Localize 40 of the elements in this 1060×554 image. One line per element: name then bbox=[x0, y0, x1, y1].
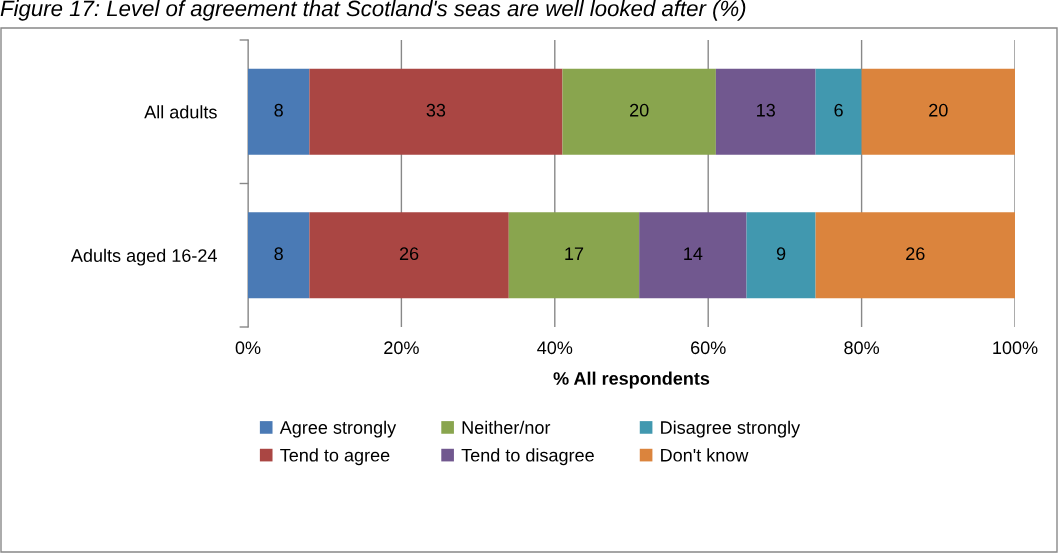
bar bbox=[508, 212, 640, 299]
bar bbox=[248, 68, 310, 155]
data-label: 6 bbox=[834, 103, 843, 117]
bar bbox=[639, 212, 747, 299]
y-tick-label: All adults bbox=[144, 105, 217, 119]
data-label: 9 bbox=[776, 247, 786, 261]
x-tick-label: 20% bbox=[384, 341, 419, 355]
bar bbox=[746, 212, 816, 299]
data-label: 20 bbox=[929, 103, 948, 117]
legend-label: Tend to disagree bbox=[461, 448, 594, 466]
chart-title: Figure 17: Level of agreement that Scotland's seas are well looked after (%) bbox=[0, 0, 746, 21]
x-tick-label: 40% bbox=[537, 341, 573, 355]
bar bbox=[309, 212, 509, 299]
bar bbox=[815, 68, 862, 155]
data-label: 8 bbox=[274, 247, 283, 261]
data-label: 33 bbox=[426, 103, 446, 117]
legend-label: Don't know bbox=[661, 448, 749, 462]
data-label: 20 bbox=[630, 103, 649, 117]
x-tick-label: 80% bbox=[844, 341, 880, 355]
x-axis-title: % All respondents bbox=[553, 371, 710, 389]
bar bbox=[715, 68, 816, 155]
x-tick-label: 0% bbox=[235, 341, 261, 355]
data-label: 17 bbox=[565, 247, 584, 260]
legend-label: Neither/nor bbox=[462, 420, 551, 434]
legend-label: Disagree strongly bbox=[661, 420, 801, 438]
data-label: 13 bbox=[757, 103, 775, 117]
x-tick-label: 60% bbox=[691, 341, 726, 355]
data-label: 26 bbox=[906, 247, 925, 261]
legend-label: Agree strongly bbox=[279, 420, 397, 438]
bar bbox=[861, 68, 1015, 155]
data-label: 26 bbox=[399, 247, 419, 261]
bar bbox=[309, 68, 563, 155]
x-tick-label: 100% bbox=[993, 341, 1038, 355]
bar bbox=[815, 212, 1015, 299]
data-label: 14 bbox=[684, 247, 703, 260]
data-label: 8 bbox=[274, 103, 283, 117]
legend-label: Tend to agree bbox=[280, 448, 390, 466]
bar bbox=[248, 212, 310, 299]
bar bbox=[562, 68, 716, 155]
y-tick-label: Adults aged 16-24 bbox=[70, 248, 217, 266]
